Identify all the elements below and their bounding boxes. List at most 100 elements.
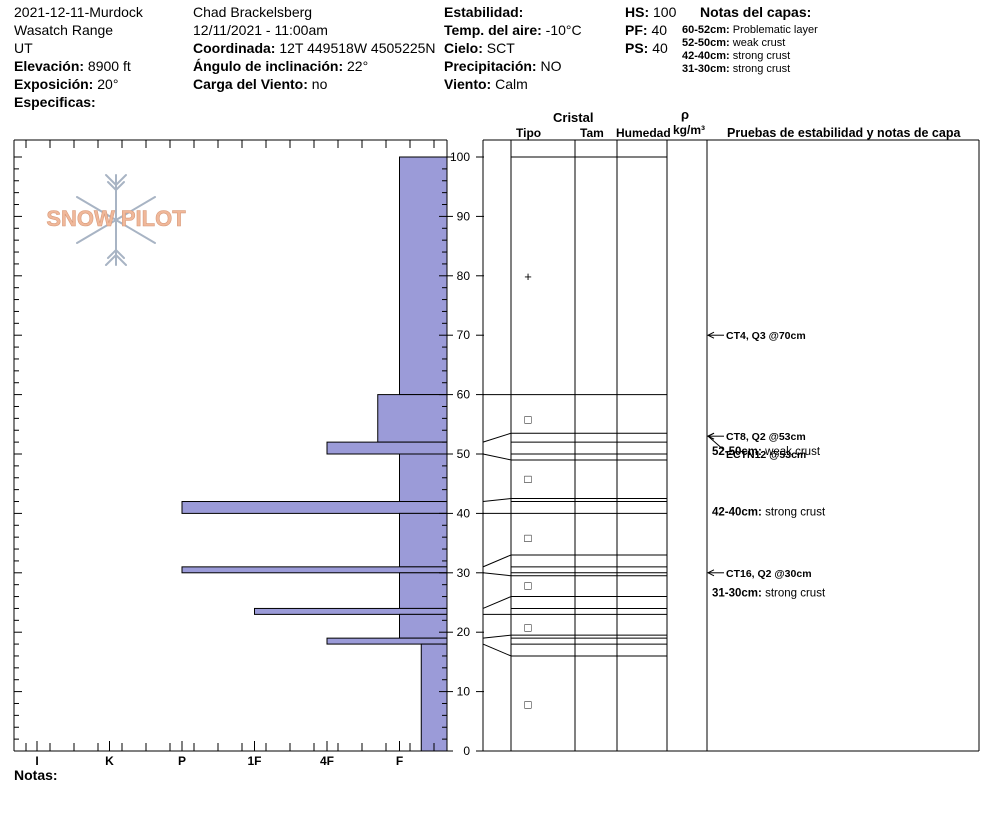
stability-arrowhead bbox=[706, 432, 715, 440]
aspect-label: Exposición: bbox=[14, 76, 94, 92]
wind-load-row: Carga del Viento: no bbox=[193, 75, 327, 93]
stability-test-label: CT4, Q3 @70cm bbox=[726, 330, 806, 342]
layer-comment-range: 42-40cm: bbox=[712, 507, 765, 519]
air-temp-row: Temp. del aire: -10°C bbox=[444, 21, 582, 39]
crystal-header: Cristal bbox=[553, 110, 594, 125]
hardness-bar bbox=[181, 501, 448, 514]
ps-label: PS: bbox=[625, 40, 649, 56]
state: UT bbox=[14, 40, 33, 56]
stability-label: Estabilidad: bbox=[444, 4, 524, 20]
precip-row: Precipitación: NO bbox=[444, 57, 561, 75]
layer-comment: 52-50cm: weak crust bbox=[712, 446, 821, 458]
stability-arrowhead bbox=[706, 331, 715, 339]
observer: Chad Brackelsberg bbox=[193, 4, 313, 20]
layer-comment-note: weak crust bbox=[764, 446, 821, 458]
depth-tick-label: 80 bbox=[457, 269, 471, 283]
stability-test-label: CT8, Q2 @53cm bbox=[726, 431, 806, 443]
tests-header: Pruebas de estabilidad y notas de capa bbox=[727, 126, 961, 140]
layer-comment-note: strong crust bbox=[765, 587, 826, 599]
hardness-bar bbox=[254, 607, 448, 615]
hardness-bar bbox=[399, 572, 448, 609]
layer-connector bbox=[482, 453, 512, 461]
wind-value: Calm bbox=[495, 76, 528, 92]
axes: I K P 1F 4F F 0 10 20 30 40 50 60 70 80 90 100 bbox=[13, 139, 484, 768]
pit-title: 2021-12-11-Murdock bbox=[14, 4, 143, 20]
layer-comment-range: 52-50cm: bbox=[712, 446, 765, 458]
layer-connector bbox=[482, 596, 512, 609]
hs-label: HS: bbox=[625, 4, 650, 20]
specifics-label: Especificas: bbox=[14, 94, 96, 110]
layer-note-text: strong crust bbox=[732, 63, 791, 75]
depth-tick-label: 70 bbox=[457, 328, 471, 342]
profile-table: + □ □ □ □ □ □ CT4, Q3 @70cm CT8, Q2 @53cm ECTN12 … bbox=[482, 139, 980, 752]
hardness-bar bbox=[326, 637, 448, 645]
depth-tick-label: 0 bbox=[463, 744, 470, 758]
moisture-header: Humedad bbox=[616, 126, 671, 140]
hs-row: HS: 100 bbox=[625, 3, 676, 21]
wind-load-label: Carga del Viento: bbox=[193, 76, 308, 92]
ps-row: PS: 40 bbox=[625, 39, 668, 57]
pf-row: PF: 40 bbox=[625, 21, 667, 39]
hs-value: 100 bbox=[653, 4, 677, 20]
layer-note-text: weak crust bbox=[732, 37, 786, 49]
layer-note-range: 60-52cm: bbox=[682, 24, 730, 36]
hardness-tick-label: F bbox=[396, 754, 403, 768]
notes-label: Notas: bbox=[14, 767, 58, 783]
hardness-tick-label: I bbox=[35, 754, 38, 768]
sky-value: SCT bbox=[486, 40, 515, 56]
layer-note: 42-40cm: strong crust bbox=[682, 50, 790, 63]
snowpilot-logo: SNOW PILOT bbox=[36, 170, 196, 270]
air-temp-value: -10°C bbox=[545, 22, 582, 38]
layer-note: 60-52cm: Problematic layer bbox=[682, 24, 818, 37]
stability-test-label: ECTN12 @53cm bbox=[726, 449, 806, 461]
layer-comment-range: 31-30cm: bbox=[712, 587, 765, 599]
wind-row: Viento: Calm bbox=[444, 75, 528, 93]
hardness-bar bbox=[399, 613, 448, 639]
size-header: Tam bbox=[580, 126, 604, 140]
hardness-bar bbox=[377, 394, 448, 443]
precip-label: Precipitación: bbox=[444, 58, 537, 74]
hardness-tick-label: P bbox=[178, 754, 186, 768]
type-header: Tipo bbox=[516, 126, 542, 140]
coord-value: 12T 449518W 4505225N bbox=[279, 40, 436, 56]
hardness-bars bbox=[181, 156, 448, 752]
layer-note-range: 42-40cm: bbox=[682, 50, 730, 62]
depth-tick-label: 40 bbox=[457, 506, 471, 520]
layer-connector bbox=[482, 432, 512, 443]
layer-comment-note: strong crust bbox=[765, 507, 826, 519]
hardness-bar bbox=[399, 453, 448, 503]
layer-note-range: 31-30cm: bbox=[682, 63, 730, 75]
grain-marker: □ bbox=[524, 579, 531, 593]
depth-tick-label: 50 bbox=[457, 447, 471, 461]
sky-row: Cielo: SCT bbox=[444, 39, 515, 57]
layer-notes-title: Notas del capas: bbox=[700, 4, 812, 20]
precip-value: NO bbox=[540, 58, 562, 74]
depth-tick-label: 100 bbox=[450, 150, 470, 164]
pf-value: 40 bbox=[651, 22, 668, 38]
slope-row: Ángulo de inclinación: 22° bbox=[193, 57, 368, 75]
depth-tick-label: 30 bbox=[457, 566, 471, 580]
logo-text: SNOW PILOT bbox=[46, 206, 186, 231]
layer-connector bbox=[482, 634, 512, 639]
air-temp-label: Temp. del aire: bbox=[444, 22, 542, 38]
slope-label: Ángulo de inclinación: bbox=[193, 58, 344, 74]
grain-marker: + bbox=[524, 269, 532, 284]
layer-note: 52-50cm: weak crust bbox=[682, 37, 785, 50]
pf-label: PF: bbox=[625, 22, 648, 38]
grain-marker: □ bbox=[524, 412, 531, 426]
grain-marker: □ bbox=[524, 531, 531, 545]
depth-tick-label: 90 bbox=[457, 209, 471, 223]
slope-value: 22° bbox=[347, 58, 369, 74]
stability-arrow bbox=[707, 435, 725, 451]
hardness-tick-label: 4F bbox=[320, 754, 334, 768]
depth-tick-label: 10 bbox=[457, 685, 471, 699]
elevation-value: 8900 ft bbox=[87, 58, 131, 74]
wind-load-value: no bbox=[311, 76, 328, 92]
coord-row: Coordinada: 12T 449518W 4505225N bbox=[193, 39, 444, 57]
hardness-tick-label: K bbox=[105, 754, 114, 768]
elevation-row: Elevación: 8900 ft bbox=[14, 57, 131, 75]
aspect-value: 20° bbox=[97, 76, 119, 92]
layer-connector bbox=[482, 498, 512, 503]
range: Wasatch Range bbox=[14, 22, 114, 38]
hardness-tick-label: 1F bbox=[247, 754, 261, 768]
